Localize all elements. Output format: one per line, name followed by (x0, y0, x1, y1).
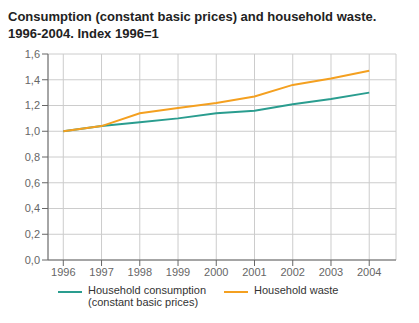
svg-text:1,2: 1,2 (25, 99, 40, 111)
html-text:1996-2004. Index 1996=1: 1996-2004. Index 1996=1 (8, 26, 159, 41)
svg-text:0,0: 0,0 (25, 254, 40, 266)
svg-text:1997: 1997 (89, 266, 113, 278)
html-text:Household waste: Household waste (254, 284, 339, 296)
html-text:Household consumption: Household consumption (88, 284, 206, 296)
svg-text:1,6: 1,6 (25, 48, 40, 60)
svg-text:2000: 2000 (204, 266, 228, 278)
svg-text:0,6: 0,6 (25, 177, 40, 189)
html-text:(constant basic prices): (constant basic prices) (88, 296, 198, 308)
svg-text:1,0: 1,0 (25, 125, 40, 137)
svg-text:1998: 1998 (128, 266, 152, 278)
html-text:Consumption (constant basic pr: Consumption (constant basic prices) and … (8, 9, 377, 24)
svg-text:0,4: 0,4 (25, 202, 40, 214)
svg-text:2002: 2002 (281, 266, 305, 278)
svg-text:0,8: 0,8 (25, 151, 40, 163)
svg-text:0,2: 0,2 (25, 228, 40, 240)
svg-text:2001: 2001 (242, 266, 266, 278)
svg-text:1,4: 1,4 (25, 74, 40, 86)
svg-text:1996: 1996 (51, 266, 75, 278)
svg-text:2003: 2003 (319, 266, 343, 278)
svg-text:1999: 1999 (166, 266, 190, 278)
svg-text:2004: 2004 (357, 266, 381, 278)
